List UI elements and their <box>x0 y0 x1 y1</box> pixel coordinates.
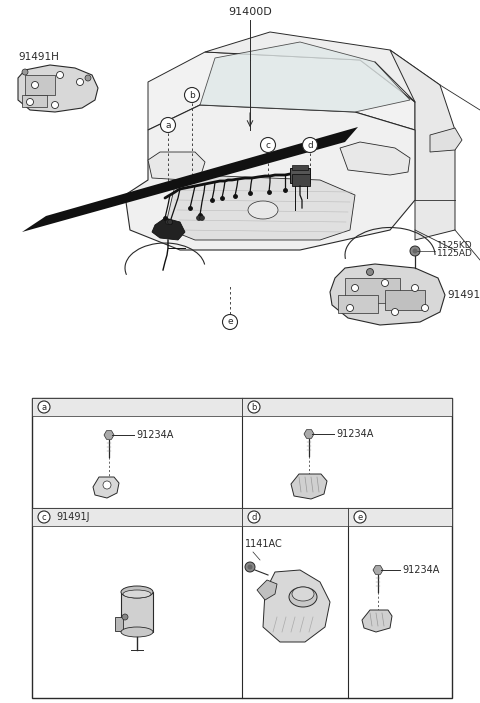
Text: c: c <box>265 141 271 150</box>
Circle shape <box>32 82 38 89</box>
Bar <box>348 508 452 526</box>
Polygon shape <box>373 566 383 574</box>
Polygon shape <box>104 431 114 439</box>
Circle shape <box>57 72 63 79</box>
Circle shape <box>51 101 59 108</box>
Circle shape <box>421 304 429 311</box>
Polygon shape <box>430 128 462 152</box>
Text: 91491H: 91491H <box>18 52 59 62</box>
Circle shape <box>410 246 420 256</box>
Text: 1125AD: 1125AD <box>437 249 473 258</box>
Polygon shape <box>257 580 277 600</box>
Circle shape <box>122 614 128 620</box>
Circle shape <box>160 117 176 132</box>
Bar <box>292 165 308 170</box>
Circle shape <box>248 565 252 569</box>
Ellipse shape <box>292 587 314 601</box>
Circle shape <box>38 401 50 413</box>
Bar <box>32 398 242 416</box>
Circle shape <box>412 248 418 254</box>
Text: d: d <box>307 141 313 150</box>
Circle shape <box>85 75 91 81</box>
Circle shape <box>302 138 317 153</box>
Polygon shape <box>18 65 98 112</box>
Text: 91234A: 91234A <box>136 430 173 440</box>
Text: d: d <box>252 512 257 522</box>
Bar <box>121 592 153 632</box>
Text: 91234A: 91234A <box>402 565 439 575</box>
Text: a: a <box>165 120 171 129</box>
Polygon shape <box>291 474 327 499</box>
Circle shape <box>347 304 353 311</box>
Bar <box>292 174 310 186</box>
Circle shape <box>103 481 111 489</box>
Circle shape <box>261 138 276 153</box>
Bar <box>338 295 378 313</box>
Polygon shape <box>304 430 314 439</box>
Text: 91400D: 91400D <box>228 7 272 17</box>
Circle shape <box>22 69 28 75</box>
Circle shape <box>411 285 419 292</box>
Circle shape <box>354 511 366 523</box>
Circle shape <box>200 216 204 221</box>
Circle shape <box>248 401 260 413</box>
Circle shape <box>168 219 172 224</box>
Circle shape <box>367 269 373 276</box>
Text: e: e <box>358 512 362 522</box>
Bar <box>385 290 425 310</box>
Polygon shape <box>22 127 358 232</box>
Text: 91491J: 91491J <box>56 512 89 522</box>
Circle shape <box>184 87 200 103</box>
Bar <box>242 398 452 416</box>
Circle shape <box>223 314 238 330</box>
Polygon shape <box>330 264 445 325</box>
Circle shape <box>26 98 34 105</box>
Circle shape <box>196 216 202 221</box>
Bar <box>345 278 400 303</box>
Text: 1141AC: 1141AC <box>245 539 283 549</box>
Circle shape <box>38 511 50 523</box>
Polygon shape <box>200 42 410 112</box>
Polygon shape <box>148 52 415 130</box>
Text: 91234A: 91234A <box>336 429 373 439</box>
Circle shape <box>76 79 84 86</box>
Circle shape <box>392 309 398 316</box>
Polygon shape <box>152 218 185 240</box>
Polygon shape <box>125 105 415 250</box>
Text: 1125KD: 1125KD <box>437 241 473 250</box>
Polygon shape <box>148 152 205 180</box>
Ellipse shape <box>121 586 153 598</box>
Ellipse shape <box>289 587 317 607</box>
Bar <box>290 168 310 183</box>
Polygon shape <box>340 142 410 175</box>
Ellipse shape <box>123 590 151 598</box>
Circle shape <box>248 511 260 523</box>
Text: c: c <box>42 512 46 522</box>
Bar <box>115 617 123 631</box>
Ellipse shape <box>121 627 153 637</box>
Polygon shape <box>263 570 330 642</box>
Polygon shape <box>93 477 119 498</box>
Text: a: a <box>41 403 47 411</box>
Bar <box>32 398 452 698</box>
Polygon shape <box>390 50 455 240</box>
Polygon shape <box>205 32 440 102</box>
Bar <box>242 508 348 526</box>
Polygon shape <box>362 610 392 632</box>
Circle shape <box>245 562 255 572</box>
Circle shape <box>351 285 359 292</box>
Text: 91491K: 91491K <box>447 290 480 300</box>
Circle shape <box>166 219 170 224</box>
Text: e: e <box>227 318 233 326</box>
Polygon shape <box>165 175 355 240</box>
Text: b: b <box>252 403 257 411</box>
Bar <box>22 95 47 107</box>
Bar <box>32 508 242 526</box>
Text: b: b <box>189 91 195 100</box>
Circle shape <box>382 280 388 287</box>
Bar <box>25 75 55 95</box>
Ellipse shape <box>248 201 278 219</box>
